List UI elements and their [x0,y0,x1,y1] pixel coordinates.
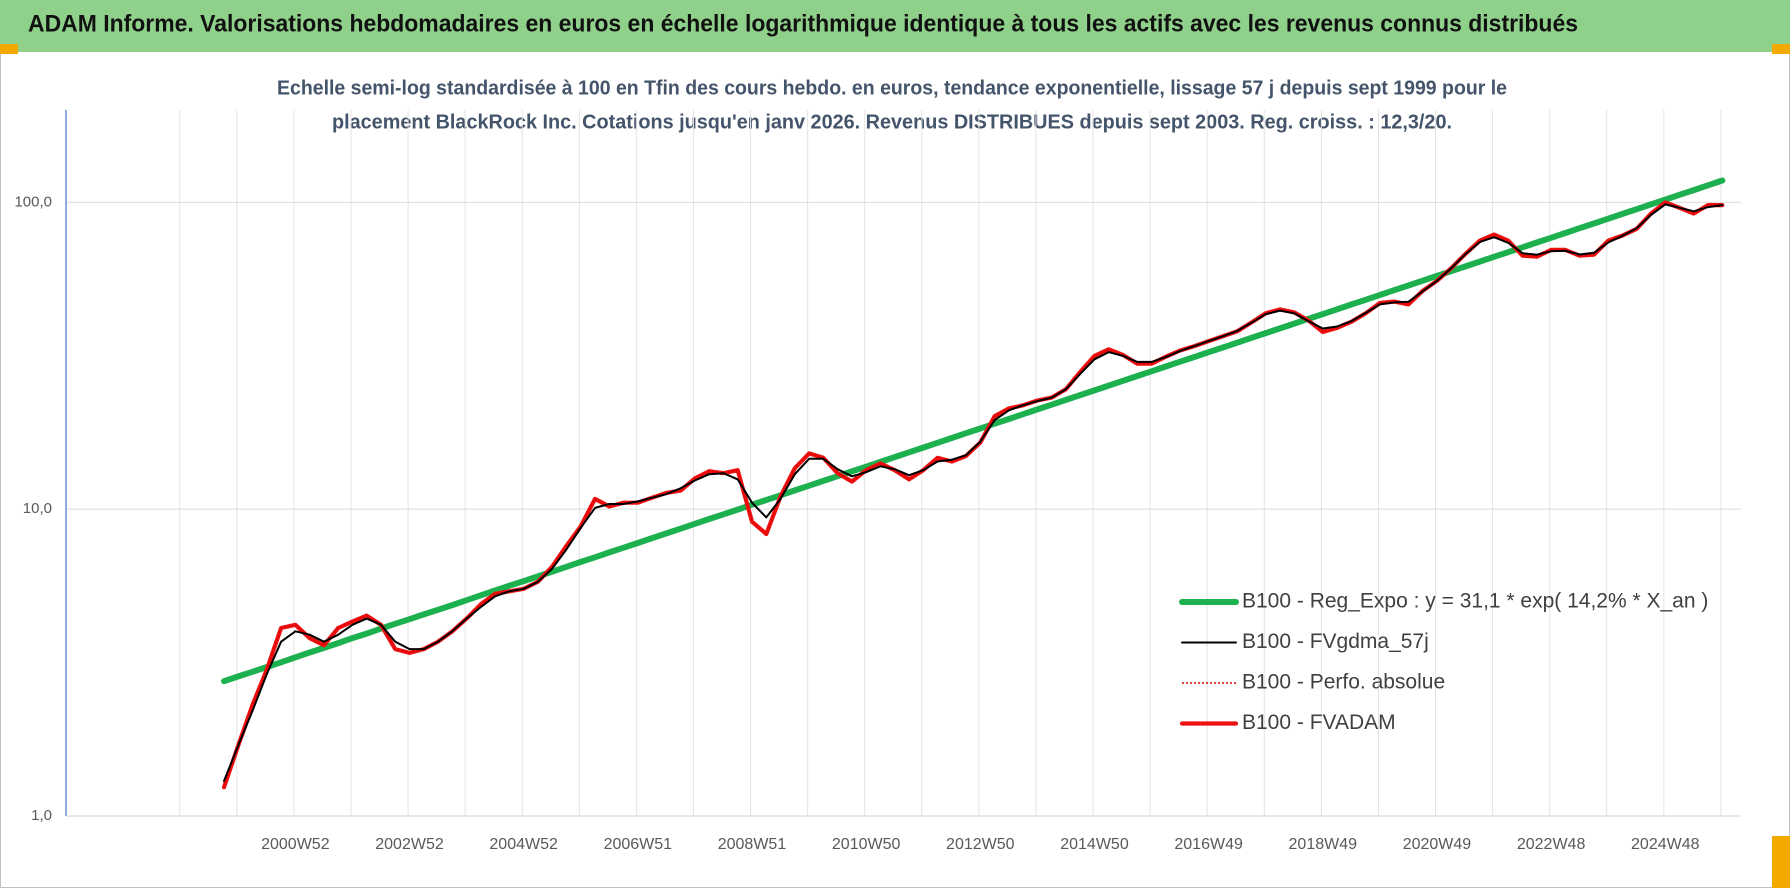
chart-subtitle: Echelle semi-log standardisée à 100 en T… [277,77,1507,99]
x-tick-label: 2018W49 [1289,836,1358,853]
series-line [221,177,1726,685]
x-tick-label: 2022W48 [1517,836,1586,853]
title-bar [0,0,1790,52]
y-tick-label: 100,0 [14,193,52,210]
plot-area: 1,0 10,0 100,0 2000W52 2002W52 2004W52 2006W51… [14,110,1741,853]
x-tick-label: 2024W48 [1631,836,1700,853]
corner-mark [0,44,18,54]
x-tick-label: 2020W49 [1403,836,1472,853]
chart-title: ADAM Informe. Valorisations hebdomadaire… [28,10,1578,37]
y-tick-label: 1,0 [31,807,52,824]
x-tick-label: 2016W49 [1174,836,1243,853]
x-tick-label: 2004W52 [489,836,558,853]
x-tick-label: 2002W52 [375,836,444,853]
legend-label: B100 - FVgdma_57j [1242,630,1429,653]
series-line [223,203,1724,782]
x-tick-label: 2000W52 [261,836,330,853]
corner-mark [1772,836,1790,888]
legend-label: B100 - FVADAM [1242,711,1396,734]
x-tick-label: 2012W50 [946,836,1015,853]
x-tick-label: 2014W50 [1060,836,1129,853]
x-tick-label: 2006W51 [604,836,673,853]
legend-label: B100 - Reg_Expo : y = 31,1 * exp( 14,2% … [1242,590,1708,613]
corner-mark [1772,44,1790,54]
legend-label: B100 - Perfo. absolue [1242,671,1445,694]
x-tick-label: 2008W51 [718,836,787,853]
y-tick-label: 10,0 [23,500,52,517]
x-tick-label: 2010W50 [832,836,901,853]
chart-subtitle: placement BlackRock Inc. Cotations jusqu… [332,111,1452,133]
